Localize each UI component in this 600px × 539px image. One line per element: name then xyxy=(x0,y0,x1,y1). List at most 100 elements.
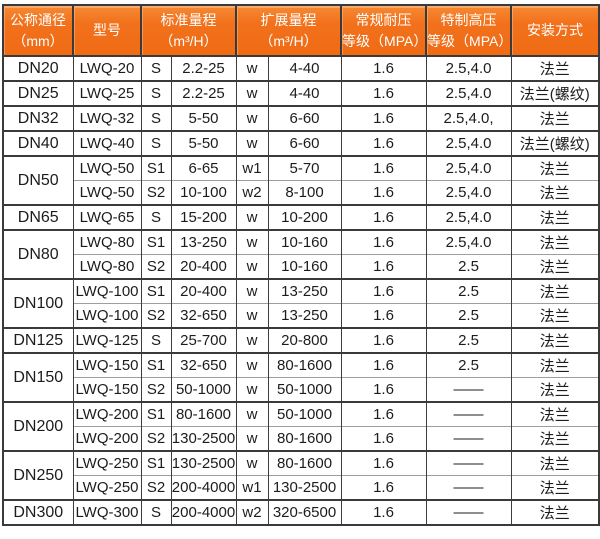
ext-range-cell: 13-250 xyxy=(267,303,342,328)
table-row: DN200 LWQ-200 S1 80-1600 w 50-1000 1.6 —— 法兰 xyxy=(2,401,600,451)
table-row: DN50 LWQ-50 S1 6-65 w1 5-70 1.6 2.5,4.0 法兰 xyxy=(2,155,600,205)
std-range-cell: 20-400 xyxy=(170,254,237,279)
model-cell: LWQ-50 xyxy=(72,180,142,205)
model-cell: LWQ-40 xyxy=(72,130,142,156)
header-high-pressure: 特制高压 等级（MPA） xyxy=(425,4,513,57)
normal-mpa-cell: 1.6 xyxy=(340,155,427,181)
model-cell: LWQ-80 xyxy=(72,229,142,255)
table-row: DN80 LWQ-80 S1 13-250 w 10-160 1.6 2.5,4.0 法兰 xyxy=(2,229,600,279)
std-code-cell: S xyxy=(140,204,172,230)
normal-mpa-cell: 1.6 xyxy=(340,426,427,451)
ext-range-cell: 20-800 xyxy=(267,327,342,353)
model-cell: LWQ-200 xyxy=(72,426,142,451)
header-standard-range: 标准量程 （m³/H） xyxy=(139,4,238,57)
dn-cell: DN20 xyxy=(2,55,74,81)
model-cell: LWQ-150 xyxy=(72,377,142,402)
dn-cell: DN32 xyxy=(2,105,74,131)
std-range-cell: 13-250 xyxy=(170,229,237,255)
ext-code-cell: w xyxy=(235,278,269,304)
ext-range-cell: 6-60 xyxy=(267,105,342,131)
normal-mpa-cell: 1.6 xyxy=(340,377,427,402)
high-mpa-cell: —— xyxy=(425,377,512,402)
std-range-cell: 200-4000 xyxy=(170,475,237,500)
dn-cell: DN125 xyxy=(2,327,74,353)
ext-range-cell: 4-40 xyxy=(267,55,342,81)
ext-range-cell: 8-100 xyxy=(267,180,342,205)
ext-range-cell: 50-1000 xyxy=(267,377,342,402)
std-range-cell: 2.2-25 xyxy=(170,80,237,106)
install-cell: 法兰 xyxy=(510,401,600,427)
ext-range-cell: 10-160 xyxy=(267,254,342,279)
std-code-cell: S xyxy=(140,105,172,131)
std-range-cell: 130-2500 xyxy=(170,426,237,451)
high-mpa-cell: —— xyxy=(425,499,512,525)
dn-cell: DN25 xyxy=(2,80,74,106)
install-cell: 法兰 xyxy=(510,475,600,500)
header-line: （m³/H） xyxy=(159,32,218,49)
normal-mpa-cell: 1.6 xyxy=(340,204,427,230)
normal-mpa-cell: 1.6 xyxy=(340,475,427,500)
install-cell: 法兰 xyxy=(510,327,600,353)
std-code-cell: S1 xyxy=(140,450,172,476)
install-cell: 法兰 xyxy=(510,254,600,279)
normal-mpa-cell: 1.6 xyxy=(340,278,427,304)
install-cell: 法兰 xyxy=(510,229,600,255)
normal-mpa-cell: 1.6 xyxy=(340,450,427,476)
std-range-cell: 20-400 xyxy=(170,278,237,304)
install-cell: 法兰(螺纹) xyxy=(510,130,600,156)
high-mpa-cell: 2.5,4.0 xyxy=(425,204,512,230)
header-row: 公称通径 （mm） 型号 标准量程 （m³/H） 扩展量程 （m³/H） 常规耐… xyxy=(2,4,600,57)
ext-range-cell: 4-40 xyxy=(267,80,342,106)
ext-code-cell: w2 xyxy=(235,180,269,205)
ext-range-cell: 10-200 xyxy=(267,204,342,230)
header-normal-pressure: 常规耐压 等级（MPA） xyxy=(340,4,427,57)
header-line: 等级（MPA） xyxy=(427,32,513,49)
header-line: 型号 xyxy=(93,22,121,39)
table-header: 公称通径 （mm） 型号 标准量程 （m³/H） 扩展量程 （m³/H） 常规耐… xyxy=(2,4,600,57)
std-range-cell: 32-650 xyxy=(170,352,237,378)
high-mpa-cell: —— xyxy=(425,401,512,427)
ext-range-cell: 80-1600 xyxy=(267,450,342,476)
ext-code-cell: w xyxy=(235,450,269,476)
normal-mpa-cell: 1.6 xyxy=(340,105,427,131)
normal-mpa-cell: 1.6 xyxy=(340,180,427,205)
high-mpa-cell: 2.5,4.0 xyxy=(425,80,512,106)
std-code-cell: S2 xyxy=(140,254,172,279)
std-range-cell: 2.2-25 xyxy=(170,55,237,81)
normal-mpa-cell: 1.6 xyxy=(340,327,427,353)
std-range-cell: 32-650 xyxy=(170,303,237,328)
std-range-cell: 25-700 xyxy=(170,327,237,353)
std-range-cell: 200-4000 xyxy=(170,499,237,525)
model-cell: LWQ-250 xyxy=(72,475,142,500)
ext-range-cell: 320-6500 xyxy=(267,499,342,525)
install-cell: 法兰 xyxy=(510,55,600,81)
model-cell: LWQ-100 xyxy=(72,278,142,304)
model-cell: LWQ-100 xyxy=(72,303,142,328)
header-model: 型号 xyxy=(72,4,142,57)
dn-cell: DN40 xyxy=(2,130,74,156)
table-row: LWQ-50 S2 10-100 w2 8-100 1.6 2.5,4.0 法兰 xyxy=(3,180,600,205)
high-mpa-cell: 2.5,4.0 xyxy=(425,130,512,156)
model-cell: LWQ-200 xyxy=(72,401,142,427)
ext-code-cell: w xyxy=(235,352,269,378)
install-cell: 法兰 xyxy=(510,303,600,328)
model-cell: LWQ-65 xyxy=(72,204,142,230)
ext-code-cell: w xyxy=(235,254,269,279)
ext-code-cell: w xyxy=(235,229,269,255)
normal-mpa-cell: 1.6 xyxy=(340,254,427,279)
table-row: DN125 LWQ-125 S 25-700 w 20-800 1.6 2.5 法兰 xyxy=(2,327,600,353)
table-row: DN250 LWQ-250 S1 130-2500 w 80-1600 1.6 —— 法兰 xyxy=(2,450,600,500)
table-row: DN300 LWQ-300 S 200-4000 w2 320-6500 1.6 —— 法兰 xyxy=(2,499,600,525)
table-row: LWQ-100 S2 32-650 w 13-250 1.6 2.5 法兰 xyxy=(3,303,600,328)
ext-range-cell: 6-60 xyxy=(267,130,342,156)
header-line: 常规耐压 xyxy=(355,12,412,29)
ext-code-cell: w xyxy=(235,204,269,230)
model-cell: LWQ-25 xyxy=(72,80,142,106)
std-code-cell: S xyxy=(140,80,172,106)
install-cell: 法兰 xyxy=(510,352,600,378)
high-mpa-cell: 2.5 xyxy=(425,352,512,378)
table-row: DN100 LWQ-100 S1 20-400 w 13-250 1.6 2.5 法兰 xyxy=(2,278,600,328)
ext-code-cell: w1 xyxy=(235,155,269,181)
std-range-cell: 5-50 xyxy=(170,105,237,131)
std-range-cell: 10-100 xyxy=(170,180,237,205)
